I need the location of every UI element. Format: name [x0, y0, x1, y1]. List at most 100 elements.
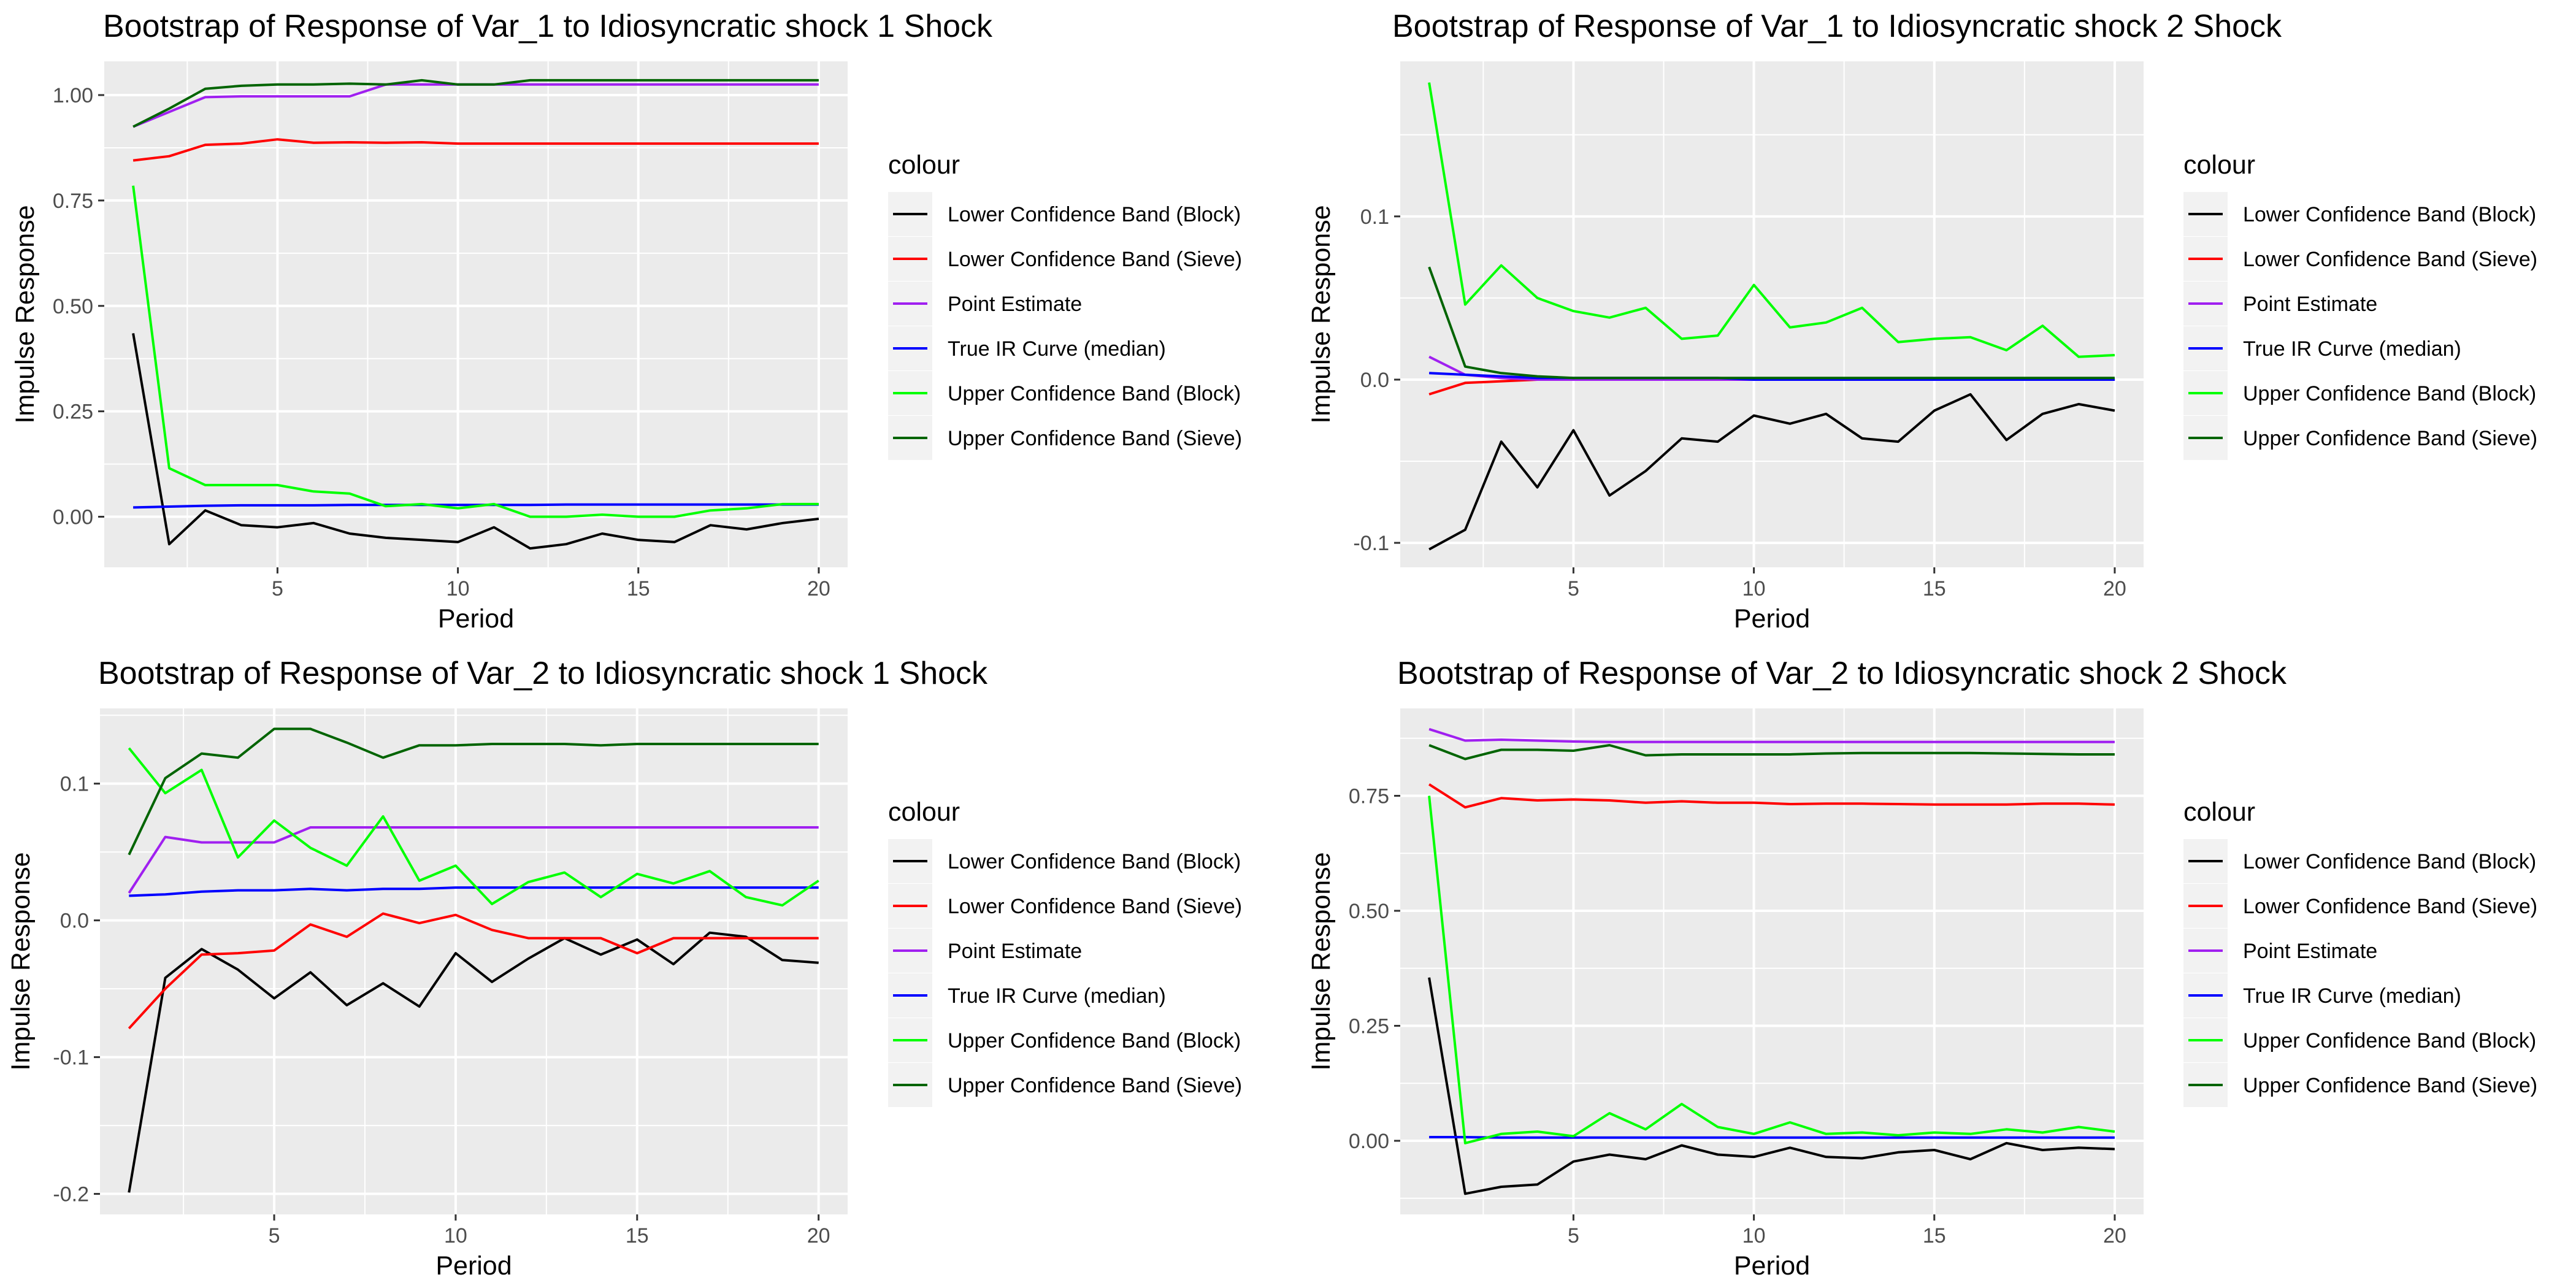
series-line-lower-confidence-band-sieve — [128, 912, 819, 1030]
x-tick-label: 10 — [447, 577, 470, 600]
legend-label: Upper Confidence Band (Sieve) — [948, 427, 1242, 450]
chart-title: Bootstrap of Response of Var_1 to Idiosy… — [103, 9, 993, 44]
series-line-point-estimate — [128, 826, 819, 894]
legend-title: colour — [888, 150, 960, 180]
y-tick-label: 0.0 — [60, 910, 89, 933]
x-tick-label: 20 — [807, 577, 830, 600]
plot-panel — [104, 61, 848, 567]
x-axis-title: Period — [435, 1251, 512, 1281]
legend-title: colour — [888, 797, 960, 827]
chart-panel-2: Bootstrap of Response of Var_1 to Idiosy… — [1306, 9, 2537, 634]
legend-label: True IR Curve (median) — [2243, 984, 2461, 1008]
legend: colour Lower Confidence Band (Block) Lower… — [888, 797, 1242, 1107]
series-line-lower-confidence-band-block — [132, 333, 819, 550]
legend-label: True IR Curve (median) — [948, 984, 1166, 1008]
legend-label: Lower Confidence Band (Block) — [948, 203, 1241, 226]
x-tick-label: 5 — [269, 1224, 280, 1248]
y-tick-label: 0.1 — [60, 773, 89, 796]
legend-label: Upper Confidence Band (Block) — [2243, 382, 2536, 405]
y-tick-label: 0.25 — [53, 401, 93, 424]
series-line-upper-confidence-band-sieve — [128, 727, 819, 856]
y-tick-label: 0.75 — [53, 190, 93, 213]
legend-label: Lower Confidence Band (Sieve) — [2243, 895, 2537, 918]
x-tick-label: 15 — [1923, 577, 1946, 600]
y-tick-label: 0.00 — [1349, 1130, 1389, 1153]
y-tick-label: 1.00 — [53, 84, 93, 107]
chart-panel-3: Bootstrap of Response of Var_2 to Idiosy… — [6, 656, 1242, 1281]
chart-title: Bootstrap of Response of Var_2 to Idiosy… — [1397, 656, 2287, 691]
legend-label: Upper Confidence Band (Sieve) — [2243, 1074, 2537, 1097]
series-line-true-ir-curve-median — [129, 886, 819, 897]
y-tick-label: -0.1 — [53, 1046, 89, 1070]
chart-title: Bootstrap of Response of Var_2 to Idiosy… — [98, 656, 988, 691]
legend-title: colour — [2183, 150, 2255, 180]
x-tick-label: 20 — [2103, 577, 2126, 600]
y-tick-label: -0.1 — [1353, 532, 1389, 555]
legend: colour Lower Confidence Band (Block) Lower… — [2183, 797, 2537, 1107]
series-line-lower-confidence-band-block — [1428, 977, 2115, 1195]
legend-label: Point Estimate — [2243, 940, 2377, 963]
series-line-point-estimate — [1428, 727, 2115, 743]
series-line-upper-confidence-band-block — [1428, 82, 2115, 358]
series-line-upper-confidence-band-block — [1428, 795, 2115, 1144]
legend-label: Lower Confidence Band (Block) — [2243, 203, 2536, 226]
series-line-upper-confidence-band-sieve — [132, 79, 819, 128]
legend-label: Point Estimate — [2243, 293, 2377, 316]
y-tick-label: -0.2 — [53, 1183, 89, 1206]
series-line-true-ir-curve-median — [1429, 1136, 2115, 1139]
series-line-lower-confidence-band-sieve — [1428, 783, 2115, 809]
legend-label: Lower Confidence Band (Block) — [2243, 850, 2536, 873]
series-line-lower-confidence-band-block — [1428, 393, 2115, 551]
chart-panel-4: Bootstrap of Response of Var_2 to Idiosy… — [1306, 656, 2537, 1281]
chart-title: Bootstrap of Response of Var_1 to Idiosy… — [1392, 9, 2282, 44]
x-axis-title: Period — [1734, 604, 1810, 634]
series-line-lower-confidence-band-sieve — [132, 138, 819, 162]
y-tick-label: 0.25 — [1349, 1015, 1389, 1038]
legend-label: Lower Confidence Band (Sieve) — [948, 248, 1242, 271]
chart-panel-1: Bootstrap of Response of Var_1 to Idiosy… — [10, 9, 1242, 634]
x-tick-label: 5 — [1568, 1224, 1579, 1248]
legend: colour Lower Confidence Band (Block) Lower… — [2183, 150, 2537, 460]
x-axis-title: Period — [438, 604, 514, 634]
series-line-true-ir-curve-median — [133, 503, 819, 509]
legend-label: Upper Confidence Band (Block) — [948, 1029, 1241, 1052]
legend-label: True IR Curve (median) — [2243, 337, 2461, 361]
y-tick-label: 0.50 — [53, 295, 93, 318]
legend-label: True IR Curve (median) — [948, 337, 1166, 361]
x-tick-label: 10 — [444, 1224, 467, 1248]
legend-label: Upper Confidence Band (Block) — [2243, 1029, 2536, 1052]
x-tick-label: 10 — [1742, 577, 1766, 600]
series-line-upper-confidence-band-block — [128, 747, 819, 907]
y-tick-label: 0.0 — [1360, 369, 1389, 392]
legend-label: Lower Confidence Band (Block) — [948, 850, 1241, 873]
y-axis-title: Impulse Response — [6, 852, 36, 1070]
series-line-upper-confidence-band-block — [132, 185, 819, 518]
x-tick-label: 15 — [1923, 1224, 1946, 1248]
legend-label: Point Estimate — [948, 293, 1082, 316]
legend-label: Upper Confidence Band (Sieve) — [948, 1074, 1242, 1097]
x-tick-label: 20 — [807, 1224, 830, 1248]
x-tick-label: 20 — [2103, 1224, 2126, 1248]
y-axis-title: Impulse Response — [1306, 852, 1336, 1070]
x-tick-label: 5 — [272, 577, 283, 600]
series-line-upper-confidence-band-sieve — [1428, 744, 2115, 761]
x-tick-label: 10 — [1742, 1224, 1766, 1248]
legend-title: colour — [2183, 797, 2255, 827]
plot-panel — [1400, 61, 2144, 567]
legend-label: Lower Confidence Band (Sieve) — [2243, 248, 2537, 271]
legend-label: Upper Confidence Band (Block) — [948, 382, 1241, 405]
legend-label: Point Estimate — [948, 940, 1082, 963]
y-tick-label: 0.00 — [53, 506, 93, 529]
y-tick-label: 0.50 — [1349, 900, 1389, 923]
legend: colour Lower Confidence Band (Block) Lower… — [888, 150, 1242, 460]
y-axis-title: Impulse Response — [1306, 205, 1336, 423]
legend-label: Lower Confidence Band (Sieve) — [948, 895, 1242, 918]
x-tick-label: 15 — [626, 1224, 649, 1248]
legend-label: Upper Confidence Band (Sieve) — [2243, 427, 2537, 450]
series-line-true-ir-curve-median — [1429, 372, 2115, 381]
y-axis-title: Impulse Response — [10, 205, 40, 423]
x-tick-label: 5 — [1568, 577, 1579, 600]
series-line-upper-confidence-band-sieve — [1428, 266, 2115, 380]
x-tick-label: 15 — [627, 577, 650, 600]
